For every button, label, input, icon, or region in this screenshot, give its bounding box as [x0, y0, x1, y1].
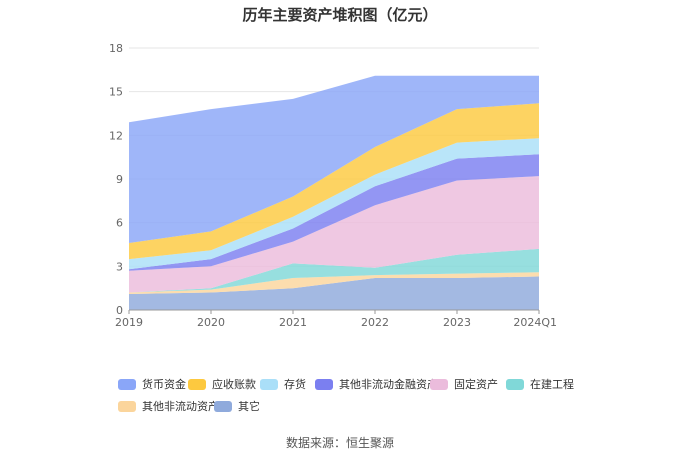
legend-swatch [260, 378, 278, 390]
y-tick-label: 12 [109, 129, 123, 142]
legend-item[interactable]: 固定资产 [430, 376, 498, 392]
legend-swatch [506, 378, 524, 390]
area-series-4 [129, 154, 539, 271]
area-series-2 [129, 248, 539, 293]
legend-item[interactable]: 其他非流动资产 [118, 398, 219, 414]
x-tick-label: 2020 [197, 316, 225, 329]
y-tick-label: 0 [116, 304, 123, 317]
area-series-3 [129, 176, 539, 293]
x-tick-label: 2023 [443, 316, 471, 329]
area-series-6 [129, 103, 539, 260]
legend-swatch [118, 400, 136, 412]
legend-label: 货币资金 [142, 378, 186, 391]
legend-label: 在建工程 [530, 378, 574, 391]
x-tick-label: 2019 [115, 316, 143, 329]
legend-item[interactable]: 应收账款 [188, 376, 256, 392]
legend-swatch [430, 378, 448, 390]
legend-item[interactable]: 在建工程 [506, 376, 574, 392]
legend-swatch [118, 378, 136, 390]
data-source-note: 数据来源：恒生聚源 [285, 436, 394, 450]
legend-swatch [214, 400, 232, 412]
x-tick-label: 2021 [279, 316, 307, 329]
area-series-5 [129, 138, 539, 270]
legend-label: 存货 [284, 378, 306, 391]
legend-label: 应收账款 [212, 378, 256, 391]
legend-item[interactable]: 存货 [260, 376, 306, 392]
legend-label: 其它 [238, 400, 260, 413]
chart-title: 历年主要资产堆积图（亿元） [242, 6, 438, 24]
legend-swatch [315, 378, 333, 390]
area-series-1 [129, 272, 539, 294]
legend-label: 其他非流动资产 [142, 400, 219, 413]
legend-label: 固定资产 [454, 378, 498, 391]
legend-label: 其他非流动金融资产 [339, 378, 438, 391]
legend-swatch [188, 378, 206, 390]
y-tick-label: 18 [109, 42, 123, 55]
legend-item[interactable]: 货币资金 [118, 376, 186, 392]
y-tick-label: 9 [116, 173, 123, 186]
legend-item[interactable]: 其它 [214, 398, 260, 414]
y-tick-label: 15 [109, 86, 123, 99]
y-tick-label: 6 [116, 217, 123, 230]
area-series-7 [129, 75, 539, 243]
x-tick-label: 2024Q1 [513, 316, 557, 329]
y-tick-label: 3 [116, 260, 123, 273]
legend-item[interactable]: 其他非流动金融资产 [315, 376, 438, 392]
x-tick-label: 2022 [361, 316, 389, 329]
stacked-area-chart: 0 3 6 9 12 15 18 2019 2020 2021 2022 2023 2024Q1 [109, 42, 557, 329]
area-series-0 [129, 276, 539, 310]
